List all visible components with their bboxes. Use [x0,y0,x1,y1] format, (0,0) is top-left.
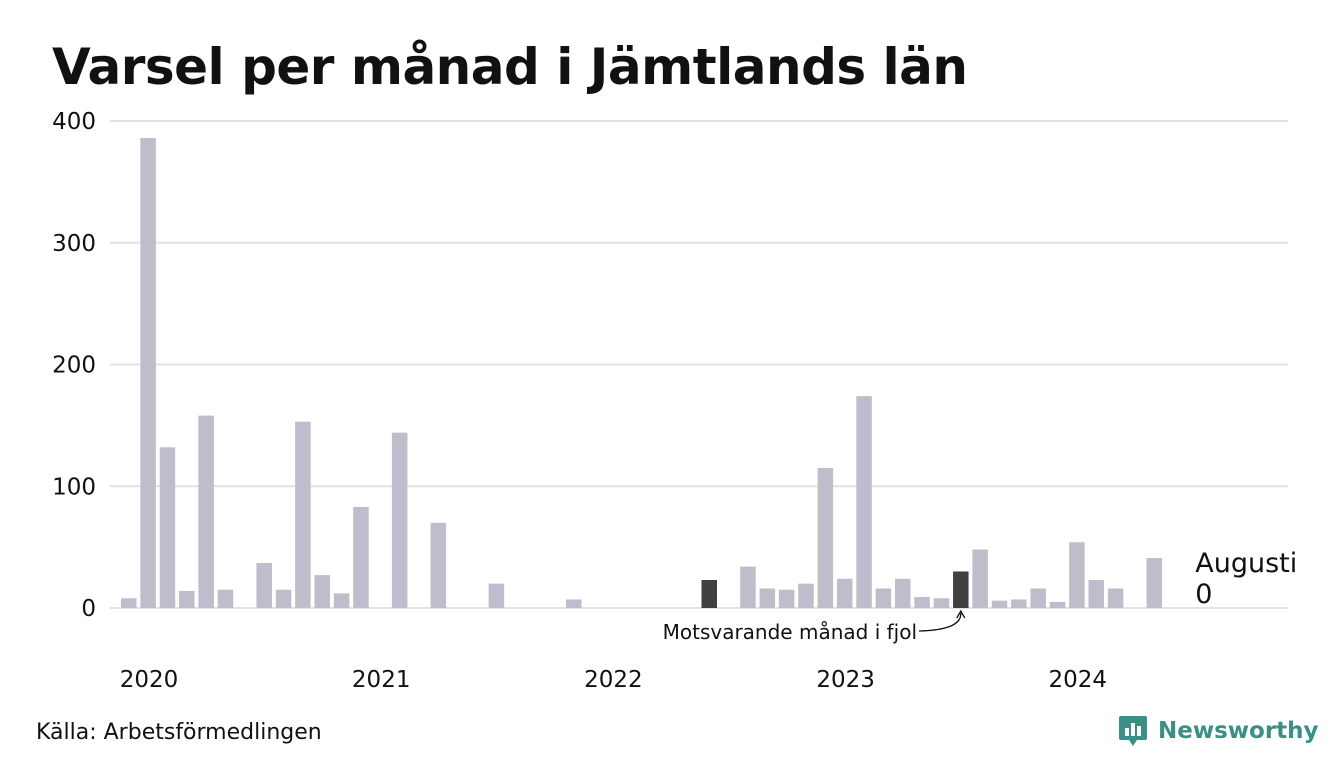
bar [1069,542,1085,608]
bar [566,599,582,608]
bar [1011,599,1027,608]
bar [798,583,814,608]
y-tick-label: 300 [52,231,96,257]
bar [179,590,195,608]
label-layer: 0 100 200 300 400 2020 2021 2022 2023 2024 Motsvar… [52,109,1297,693]
bar [430,522,447,608]
x-tick-label: 2021 [352,667,411,693]
bar [1107,588,1124,608]
bar-layer [121,138,1163,609]
bar [1146,558,1163,608]
y-tick-label: 200 [52,353,96,379]
bar [914,597,930,608]
bar [1049,601,1066,608]
annotation-arrowhead [956,609,966,619]
bar [353,506,369,608]
chart-title: Varsel per månad i Jämtlands län [52,38,968,96]
bar [1030,588,1046,608]
brand-name: Newsworthy [1158,718,1319,744]
bar [140,138,156,609]
bar-chart: 0 100 200 300 400 2020 2021 2022 2023 2024 Motsvar… [52,109,1297,693]
annotation-label: Motsvarande månad i fjol [663,620,917,644]
bar [217,589,234,608]
bar [856,396,872,608]
bar [333,593,350,608]
y-tick-label: 0 [81,596,96,622]
newsworthy-logo-icon [1119,716,1147,746]
bar [121,598,137,608]
x-tick-label: 2020 [120,667,179,693]
x-tick-label: 2022 [584,667,643,693]
grid-layer [110,120,1288,609]
bar [314,575,330,608]
x-tick-label: 2024 [1049,667,1108,693]
bar [972,549,988,608]
bar-highlight [701,579,717,608]
bar [778,589,795,608]
bar [740,566,756,608]
y-tick-label: 100 [52,474,96,500]
bar [875,588,892,608]
annotation-arrow [918,612,962,632]
last-value-label: 0 [1195,579,1212,610]
y-tick-label: 400 [52,109,96,135]
bar [159,447,176,608]
last-month-label: Augusti [1195,548,1297,579]
bar [488,583,505,608]
bar [391,432,408,608]
x-tick-label: 2023 [816,667,875,693]
bar [275,589,292,608]
bar [1088,579,1104,608]
bar [198,415,214,608]
bar [836,578,853,608]
brand-logo: Newsworthy [1118,714,1319,748]
source-note: Källa: Arbetsförmedlingen [36,720,322,745]
bar [817,467,834,608]
bar [991,600,1008,608]
bar [895,578,911,608]
bar [759,588,776,608]
bar [933,598,950,608]
bar [256,562,272,608]
bar [295,421,311,608]
bar-highlight [953,571,969,608]
